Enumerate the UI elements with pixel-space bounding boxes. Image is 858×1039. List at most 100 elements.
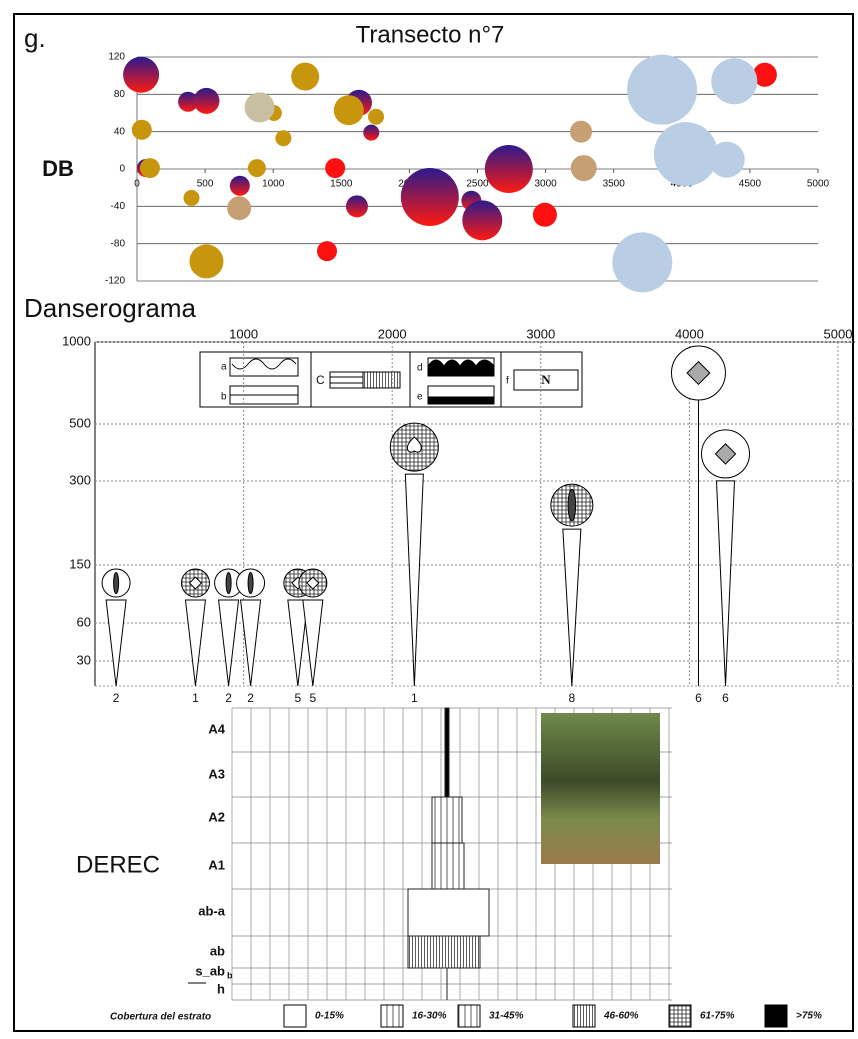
cover-label: 46-60% bbox=[603, 1011, 639, 1022]
cover-swatch bbox=[380, 1004, 404, 1028]
plant-label: 1 bbox=[192, 691, 199, 705]
y-tick-label: 80 bbox=[114, 89, 126, 100]
plant bbox=[670, 345, 726, 686]
plant-label: 2 bbox=[225, 691, 232, 705]
bubble bbox=[345, 195, 368, 218]
bubble bbox=[570, 120, 593, 143]
plant bbox=[214, 568, 244, 687]
bubble bbox=[612, 232, 673, 293]
x-tick-label: 1000 bbox=[262, 179, 285, 190]
x-tick-label: 2500 bbox=[466, 179, 489, 190]
stratum-label: ab bbox=[210, 943, 225, 958]
cover-swatch bbox=[764, 1004, 788, 1028]
bubble bbox=[333, 95, 364, 126]
bubble bbox=[183, 189, 200, 206]
y-tick-label: 500 bbox=[69, 415, 91, 430]
x-tick-label: 1500 bbox=[330, 179, 353, 190]
cover-legend: 0-15% 16-30% 31-45% 46-60% 61-75% >75% bbox=[283, 1004, 822, 1028]
bubble bbox=[275, 130, 292, 147]
bubble bbox=[193, 87, 220, 114]
x-tick-label: 3000 bbox=[534, 179, 557, 190]
stem bbox=[287, 599, 309, 687]
plant-label: 6 bbox=[722, 691, 729, 705]
plant bbox=[701, 429, 751, 687]
plant bbox=[236, 568, 266, 687]
x-tick-label: 3000 bbox=[526, 326, 555, 341]
legend-letter: d bbox=[417, 363, 423, 374]
x-tick-label: 3500 bbox=[603, 179, 626, 190]
bubble bbox=[484, 145, 533, 193]
legend-letter: a bbox=[221, 362, 227, 373]
plant bbox=[389, 422, 439, 687]
bubble bbox=[247, 159, 266, 178]
stratum-label: s_ab bbox=[195, 963, 225, 978]
bubble bbox=[189, 244, 224, 279]
stem bbox=[105, 599, 127, 687]
leaf bbox=[714, 443, 737, 465]
x-tick-label: 1000 bbox=[229, 326, 258, 341]
cover-swatch bbox=[668, 1004, 692, 1028]
plant bbox=[283, 568, 313, 687]
stratum-label: ab-a bbox=[198, 903, 226, 918]
plant-label: 2 bbox=[113, 691, 120, 705]
section-title: Danserograma bbox=[24, 293, 197, 323]
plant-label: 6 bbox=[695, 691, 702, 705]
legend-letter: N bbox=[541, 372, 551, 387]
bubble bbox=[229, 175, 250, 196]
legend-title: Cobertura del estrato bbox=[110, 1012, 211, 1023]
y-tick-label: 120 bbox=[108, 52, 125, 63]
stem bbox=[184, 599, 207, 687]
bubble bbox=[653, 122, 718, 187]
frame bbox=[13, 13, 854, 1032]
leaf bbox=[225, 572, 232, 595]
bubble bbox=[708, 141, 745, 178]
x-tick-label: 2000 bbox=[378, 326, 407, 341]
stem bbox=[404, 473, 424, 687]
bubble bbox=[123, 56, 160, 93]
stem bbox=[240, 599, 262, 687]
x-tick-label: 5000 bbox=[807, 179, 830, 190]
y-tick-label: 30 bbox=[77, 652, 91, 667]
stratum-label: h bbox=[217, 981, 225, 996]
bubble bbox=[627, 54, 698, 125]
bubble bbox=[139, 158, 160, 179]
bubble bbox=[570, 155, 597, 182]
cover-swatch bbox=[572, 1004, 596, 1028]
cover-label: 16-30% bbox=[412, 1011, 447, 1022]
plant-label: 8 bbox=[569, 691, 576, 705]
bubble bbox=[178, 91, 199, 112]
x-tick-label: 4000 bbox=[675, 326, 704, 341]
cover-label: >75% bbox=[796, 1011, 822, 1022]
x-tick-label: 0 bbox=[134, 179, 140, 190]
y-tick-label: -40 bbox=[111, 201, 126, 212]
leaf bbox=[686, 360, 711, 386]
stem bbox=[562, 528, 582, 687]
y-label: DB bbox=[42, 156, 74, 181]
plant bbox=[180, 568, 210, 687]
y-tick-label: 40 bbox=[114, 126, 126, 137]
stratum-label: A2 bbox=[208, 809, 225, 824]
symbol-legend bbox=[199, 351, 583, 408]
bubble bbox=[325, 158, 346, 179]
stem bbox=[715, 480, 736, 687]
bubble bbox=[291, 62, 320, 91]
bubble bbox=[227, 196, 252, 221]
stratum-label: A3 bbox=[208, 766, 225, 781]
bubble bbox=[363, 124, 380, 141]
leaf bbox=[188, 576, 203, 590]
leaf bbox=[247, 572, 254, 595]
bubble bbox=[244, 92, 275, 123]
y-tick-label: 0 bbox=[119, 164, 125, 175]
cover-swatch bbox=[457, 1004, 481, 1028]
y-tick-label: 300 bbox=[69, 472, 91, 487]
bubble bbox=[316, 241, 337, 262]
stratum-label: A4 bbox=[208, 721, 225, 736]
bubble bbox=[400, 168, 459, 226]
y-tick-label: -80 bbox=[111, 238, 126, 249]
leaf bbox=[567, 488, 577, 522]
photo bbox=[541, 713, 660, 864]
cover-swatch bbox=[283, 1004, 307, 1028]
stem bbox=[302, 599, 324, 687]
stem bbox=[218, 599, 240, 687]
